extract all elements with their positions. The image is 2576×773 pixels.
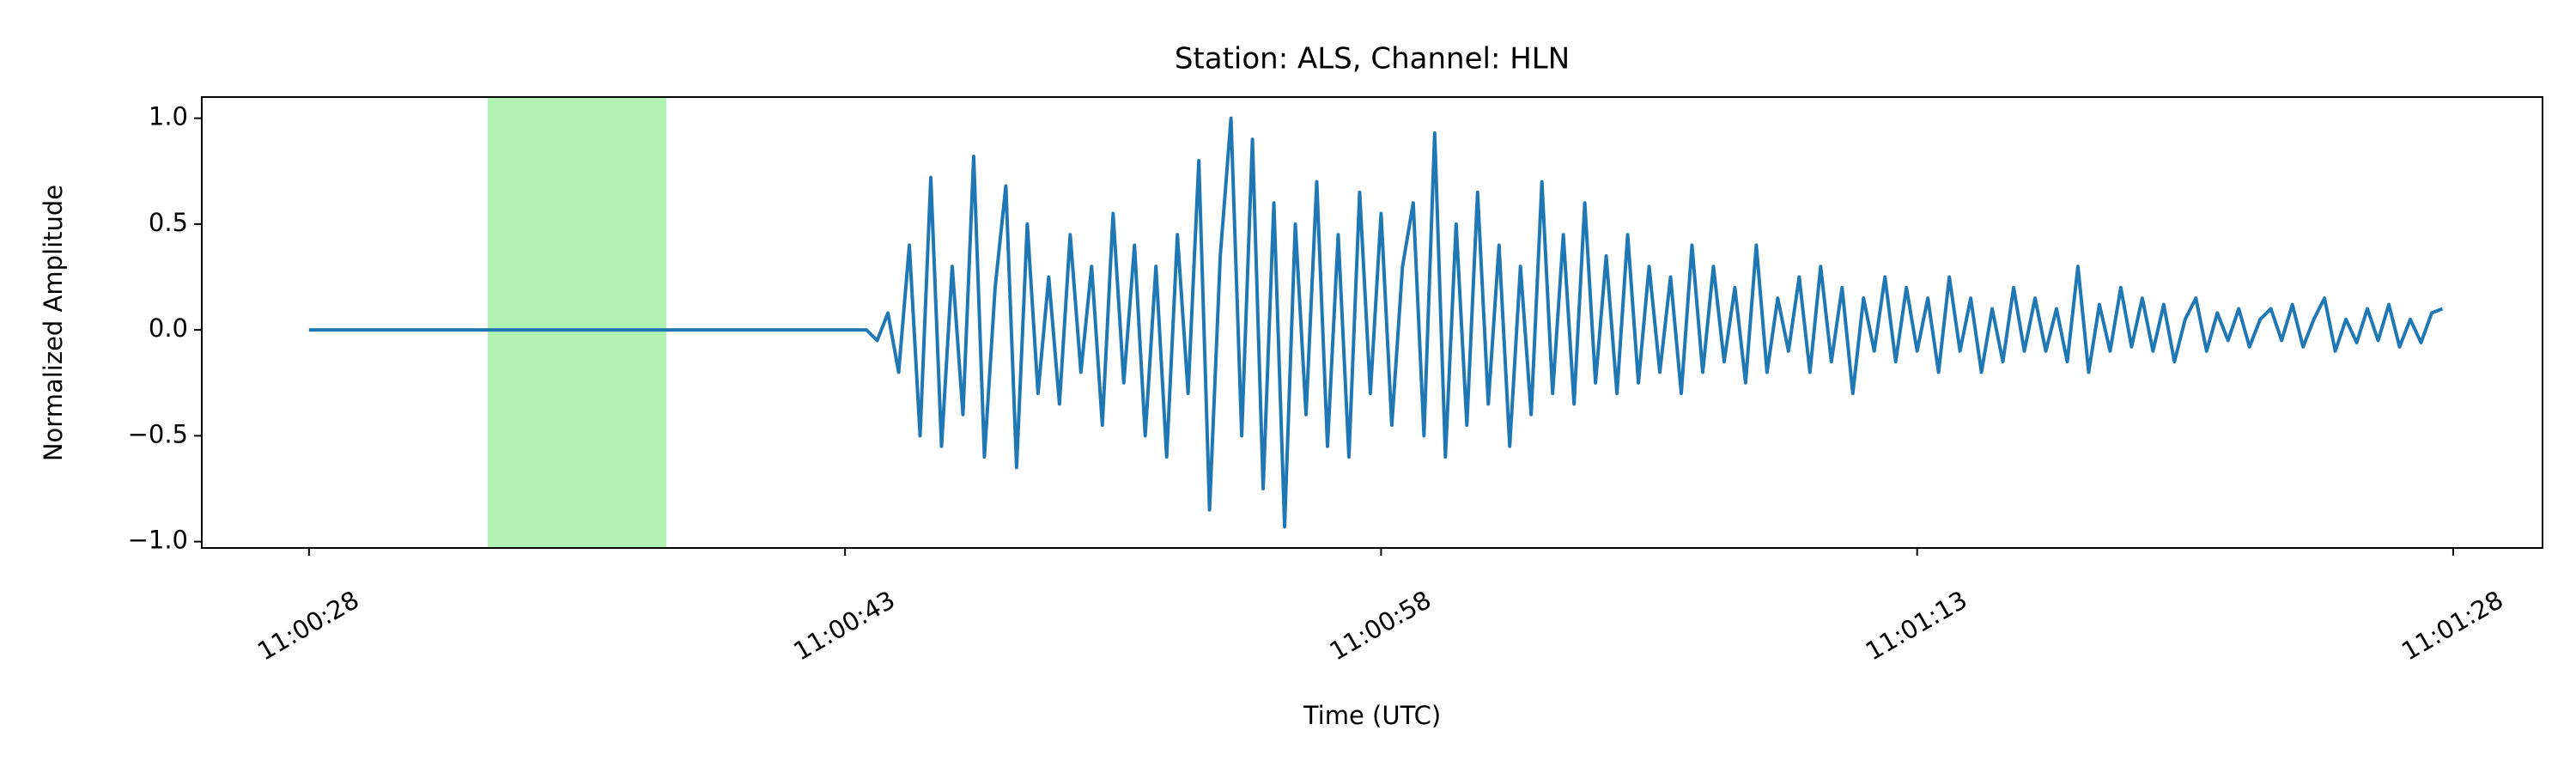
y-axis-label: Normalized Amplitude [39,185,68,461]
y-tick-label: 1.0 [149,102,188,131]
x-tick-label: 11:01:13 [1861,585,1972,666]
y-tick-label: 0.0 [149,313,188,343]
chart-title: Station: ALS, Channel: HLN [1175,42,1570,76]
plot-frame [201,96,2543,549]
x-tick-label: 11:00:28 [252,585,364,666]
x-tick-label: 11:01:28 [2397,585,2508,666]
y-tick-label: −0.5 [128,419,188,448]
highlight-span [487,97,667,548]
series-line [308,116,2444,529]
x-tick-label: 11:00:43 [788,585,900,666]
y-tick-label: 0.5 [149,208,188,237]
x-axis-label: Time (UTC) [1303,701,1441,730]
x-tick-label: 11:00:58 [1325,585,1437,666]
y-tick-label: −1.0 [128,526,188,555]
